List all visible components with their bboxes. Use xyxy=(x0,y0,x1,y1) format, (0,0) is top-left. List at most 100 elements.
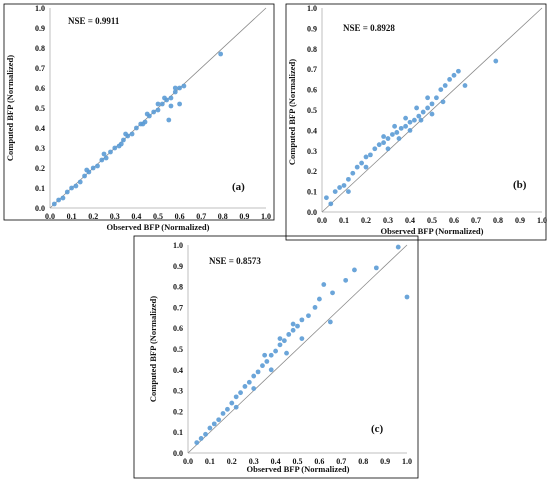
panel-c-data-point xyxy=(290,321,296,327)
panel-b-data-point xyxy=(425,105,430,111)
panel-c-data-point xyxy=(284,350,289,356)
panel-b-y-tick-label: 0.6 xyxy=(307,86,317,95)
panel-a-data-point xyxy=(177,85,183,91)
panel-c-data-point xyxy=(317,296,322,302)
panel-a-data-point xyxy=(51,201,57,207)
panel-b-y-tick-label: 0.5 xyxy=(307,106,317,115)
panel-b-data-point xyxy=(372,146,378,152)
panel-b-x-tick-label: 0.5 xyxy=(427,216,437,225)
panel-a-panel-label: (a) xyxy=(232,181,245,193)
panel-c-data-point xyxy=(255,369,261,375)
panel-b-data-point xyxy=(403,115,408,121)
panel-b-data-point xyxy=(392,123,397,129)
panel-a-data-point xyxy=(56,197,62,203)
panel-c-data-point xyxy=(299,317,305,323)
panel-c-x-tick-label: 0.2 xyxy=(227,457,237,466)
panel-c-y-tick-label: 0.0 xyxy=(173,449,183,458)
panel-a-data-point xyxy=(103,155,109,161)
panel-b-reference-line xyxy=(321,7,543,213)
panel-a-x-tick-label: 0.9 xyxy=(239,212,249,221)
panel-c-data-point xyxy=(203,431,208,437)
panel-b-y-tick-label: 0.8 xyxy=(307,45,317,54)
panel-c-panel-label: (c) xyxy=(371,423,384,435)
panel-a-y-tick-label: 0.8 xyxy=(35,44,45,53)
panel-c-border xyxy=(133,235,419,479)
panel-c-data-point xyxy=(273,348,278,354)
panel-c-y-tick-label: 0.3 xyxy=(173,387,183,396)
panel-c-data-point xyxy=(251,386,257,391)
panel-a-data-point xyxy=(159,101,165,107)
panel-b-x-tick-label: 0.0 xyxy=(317,216,327,225)
panel-c-data-point xyxy=(268,367,274,373)
panel-b-data-point xyxy=(416,113,422,119)
panel-c-data-point xyxy=(277,342,283,348)
panel-b-y-tick-label: 0.0 xyxy=(307,208,317,217)
panel-b-data-point xyxy=(434,95,439,101)
panel-a-data-point xyxy=(64,189,70,195)
panel-c-y-tick-label: 0.8 xyxy=(173,283,183,292)
panel-b-y-tick-label: 0.9 xyxy=(307,24,317,33)
panel-a-x-tick-label: 0.5 xyxy=(153,212,163,221)
panel-b-data-point xyxy=(385,136,391,141)
panel-b-data-point xyxy=(346,189,351,195)
panel-b-data-point xyxy=(412,117,417,123)
panel-c-data-point xyxy=(330,290,335,296)
panel-b-data-point xyxy=(350,170,356,176)
panel-b-data-point xyxy=(456,68,461,74)
panel-a-data-point xyxy=(90,165,96,171)
panel-b-x-tick-label: 0.6 xyxy=(449,216,459,225)
panel-b-data-point xyxy=(394,130,400,135)
panel-c-data-point xyxy=(229,400,235,406)
panel-a-y-tick-label: 0.7 xyxy=(35,64,45,73)
panel-c-data-point xyxy=(286,332,292,337)
panel-c-y-tick-label: 0.5 xyxy=(173,345,183,354)
panel-c-y-tick-label: 0.1 xyxy=(173,428,183,437)
panel-a-data-point xyxy=(140,121,146,127)
panel-a-y-tick-label: 0.6 xyxy=(35,84,45,93)
panel-c-x-tick-label: 0.3 xyxy=(249,457,259,466)
panel-c-data-point xyxy=(277,336,283,341)
panel-a-x-tick-label: 0.2 xyxy=(88,212,98,221)
panel-a-data-point xyxy=(118,141,124,147)
panel-c-data-point xyxy=(321,282,327,287)
panel-a-data-point xyxy=(172,89,178,95)
panel-b-x-tick-label: 0.1 xyxy=(339,216,349,225)
panel-a-x-tick-label: 0.4 xyxy=(131,212,141,221)
panel-b-data-point xyxy=(368,152,373,158)
panel-a-data-point xyxy=(129,131,135,137)
panel-b-data-point xyxy=(341,183,347,188)
panel-a-data-point xyxy=(134,125,139,131)
scatter-panel-b: 0.0 0.1 0.2 0.3 0.4 0.5 0.6 0.7 0.8 0.9 1.0 0.0 0.1 0… xyxy=(285,3,547,241)
panel-b-x-tick-label: 0.7 xyxy=(471,216,481,225)
panel-a-data-point xyxy=(121,137,126,143)
panel-b-y-tick-label: 0.7 xyxy=(307,65,317,74)
panel-a-y-axis-title: Computed BFP (Normalized) xyxy=(5,55,15,161)
panel-a-y-tick-label: 0.9 xyxy=(35,24,45,33)
panel-b-data-point xyxy=(438,87,444,92)
panel-b-x-tick-label: 0.3 xyxy=(383,216,393,225)
panel-a-y-tick-label: 0.0 xyxy=(35,204,45,213)
panel-a-y-tick-label: 0.2 xyxy=(35,164,45,173)
panel-b-data-point xyxy=(429,111,435,117)
panel-c-x-tick-label: 0.4 xyxy=(271,457,281,466)
panel-a-data-point xyxy=(73,183,79,189)
panel-a-x-tick-label: 0.6 xyxy=(175,212,185,221)
panel-c-data-point xyxy=(198,436,204,441)
panel-a-nse-label: NSE = 0.9911 xyxy=(68,16,120,26)
panel-c-data-point xyxy=(395,244,401,250)
panel-c-data-point xyxy=(312,305,318,310)
panel-b-nse-label: NSE = 0.8928 xyxy=(343,23,395,33)
panel-b-data-point xyxy=(363,154,369,160)
panel-b-data-point xyxy=(381,140,386,146)
panel-b-data-point xyxy=(398,125,404,131)
panel-b-data-point xyxy=(376,142,382,148)
panel-b-data-point xyxy=(425,95,430,101)
panel-c-data-point xyxy=(216,417,222,423)
panel-a-data-point xyxy=(69,185,74,191)
panel-c-data-point xyxy=(233,394,239,400)
panel-c-y-tick-label: 0.6 xyxy=(173,324,183,333)
panel-b-data-point xyxy=(385,146,391,152)
panel-c-data-point xyxy=(233,404,239,410)
panel-c-data-point xyxy=(225,406,230,412)
